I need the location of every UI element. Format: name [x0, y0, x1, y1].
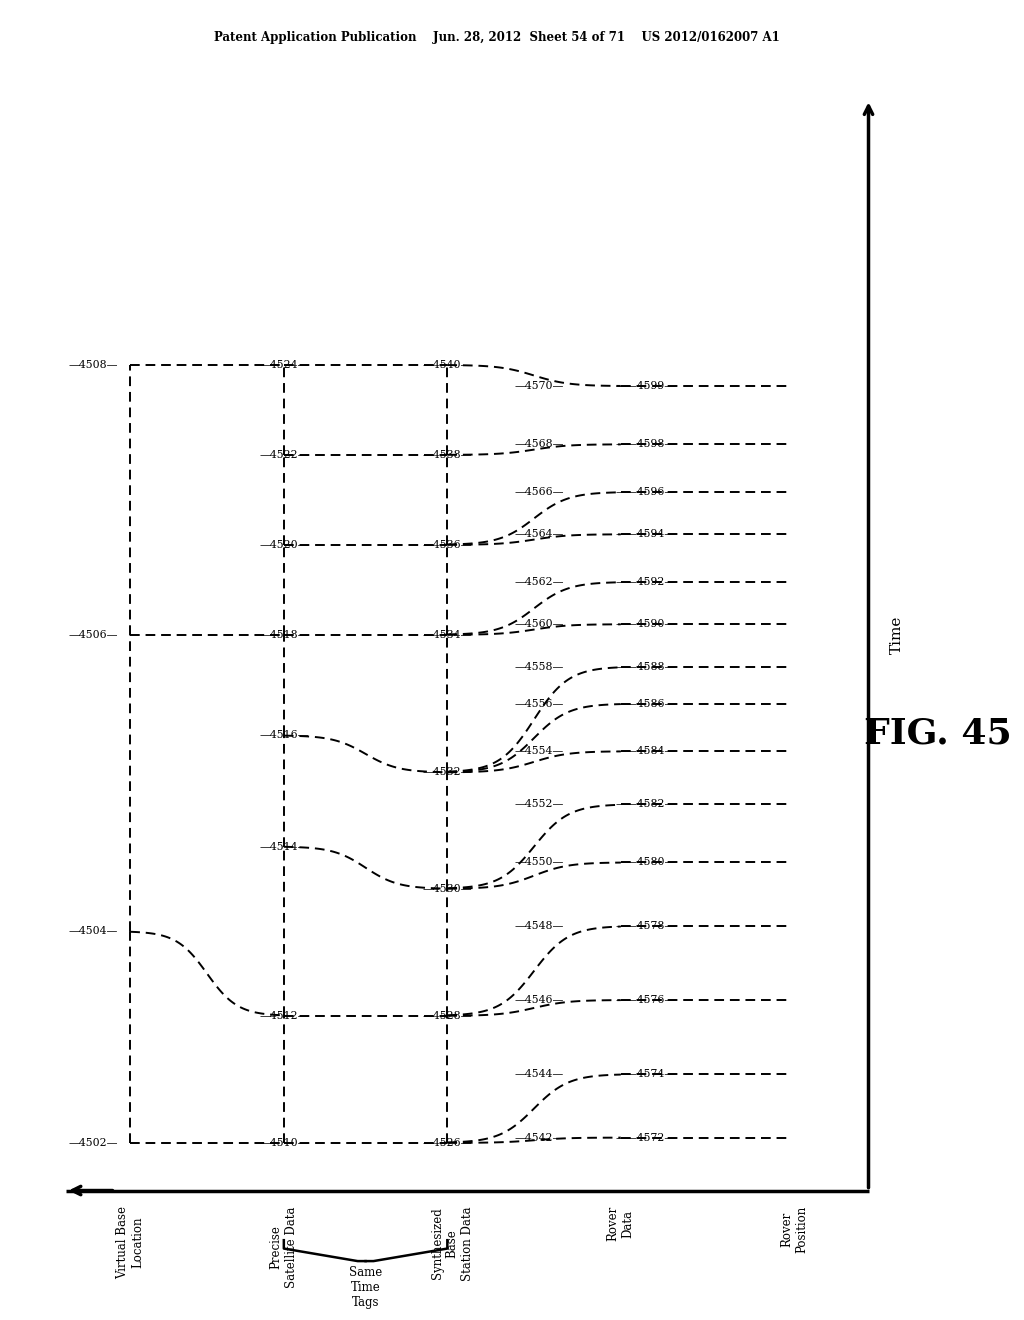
Text: Rover
Position: Rover Position: [780, 1206, 808, 1254]
Text: ——4572—: ——4572—: [615, 1133, 676, 1143]
Text: ——4580—: ——4580—: [615, 858, 676, 867]
Text: —4554—: —4554—: [514, 746, 563, 756]
Text: Precise
Satellite Data: Precise Satellite Data: [269, 1206, 298, 1287]
Text: —4560—: —4560—: [514, 619, 564, 630]
Text: ——4599—: ——4599—: [615, 381, 676, 391]
Text: —4514—: —4514—: [259, 842, 308, 851]
Text: Time: Time: [890, 616, 904, 655]
Text: —4542—: —4542—: [514, 1133, 563, 1143]
Text: ——4590—: ——4590—: [615, 619, 676, 630]
Text: —4518—: —4518—: [259, 630, 308, 640]
Text: —4544—: —4544—: [514, 1069, 563, 1078]
Text: —4508—: —4508—: [69, 360, 119, 370]
Text: —4550—: —4550—: [514, 858, 563, 867]
Text: —4530—: —4530—: [423, 884, 472, 894]
Text: —4534—: —4534—: [423, 630, 472, 640]
Text: Synthesized
Base
Station Data: Synthesized Base Station Data: [431, 1206, 474, 1280]
Text: ——4588—: ——4588—: [615, 661, 676, 672]
Text: —4546—: —4546—: [514, 995, 563, 1005]
Text: ——4592—: ——4592—: [615, 577, 676, 587]
Text: —4562—: —4562—: [514, 577, 564, 587]
Text: —4536—: —4536—: [423, 540, 472, 550]
Text: Patent Application Publication    Jun. 28, 2012  Sheet 54 of 71    US 2012/01620: Patent Application Publication Jun. 28, …: [214, 32, 779, 45]
Text: ——4582—: ——4582—: [615, 799, 676, 809]
Text: ——4586—: ——4586—: [615, 698, 676, 709]
Text: —4548—: —4548—: [514, 921, 563, 931]
Text: —4512—: —4512—: [259, 1011, 308, 1020]
Text: Same
Time
Tags: Same Time Tags: [349, 1266, 382, 1309]
Text: —4570—: —4570—: [514, 381, 563, 391]
Text: —4566—: —4566—: [514, 487, 564, 496]
Text: —4516—: —4516—: [259, 730, 308, 741]
Text: —4522—: —4522—: [259, 450, 308, 459]
Text: —4502—: —4502—: [69, 1138, 119, 1148]
Text: —4504—: —4504—: [69, 927, 119, 936]
Text: —4568—: —4568—: [514, 440, 564, 449]
Text: ——4594—: ——4594—: [615, 529, 676, 540]
Text: —4510—: —4510—: [259, 1138, 308, 1148]
Text: —4506—: —4506—: [69, 630, 119, 640]
Text: —4540—: —4540—: [423, 360, 472, 370]
Text: —4526—: —4526—: [423, 1138, 472, 1148]
Text: ——4574—: ——4574—: [615, 1069, 676, 1078]
Text: —4556—: —4556—: [514, 698, 563, 709]
Text: ——4584—: ——4584—: [615, 746, 676, 756]
Text: —4520—: —4520—: [259, 540, 308, 550]
Text: ——4596—: ——4596—: [615, 487, 676, 496]
Text: ——4576—: ——4576—: [615, 995, 676, 1005]
Text: —4532—: —4532—: [423, 767, 472, 777]
Text: ——4578—: ——4578—: [615, 921, 676, 931]
Text: —4528—: —4528—: [423, 1011, 472, 1020]
Text: ——4598—: ——4598—: [615, 440, 676, 449]
Text: —4524—: —4524—: [259, 360, 308, 370]
Text: Virtual Base
Location: Virtual Base Location: [116, 1206, 144, 1279]
Text: Rover
Data: Rover Data: [607, 1206, 635, 1241]
Text: —4552—: —4552—: [514, 799, 563, 809]
Text: —4558—: —4558—: [514, 661, 563, 672]
Text: —4538—: —4538—: [423, 450, 472, 459]
Text: FIG. 45: FIG. 45: [864, 717, 1012, 750]
Text: —4564—: —4564—: [514, 529, 563, 540]
